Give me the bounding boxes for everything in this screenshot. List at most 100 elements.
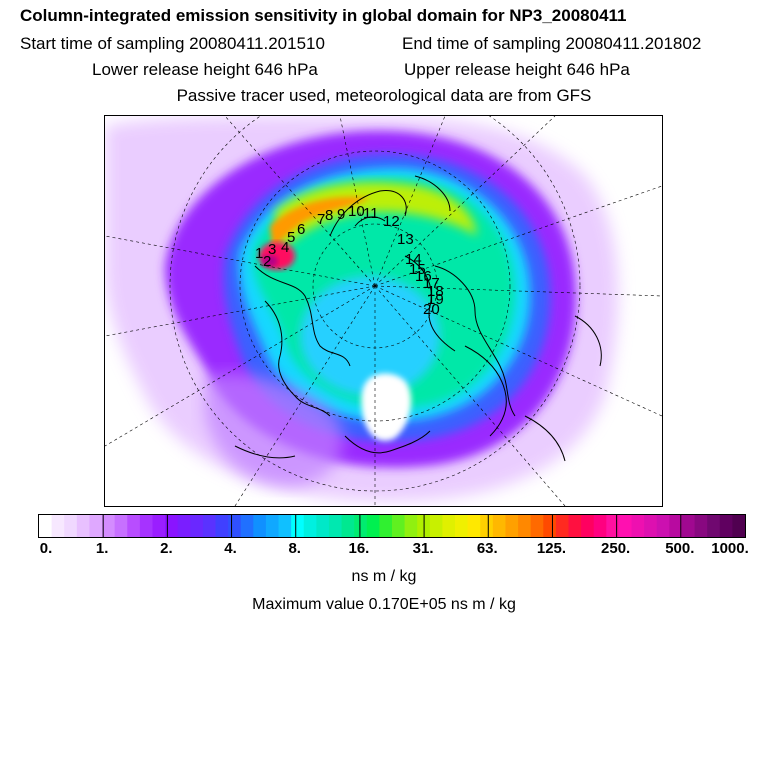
colorbar-swatch <box>518 515 532 537</box>
colorbar-swatch <box>505 515 519 537</box>
colorbar-swatch <box>606 515 620 537</box>
colorbar-swatch <box>719 515 733 537</box>
colorbar-swatch <box>341 515 355 537</box>
sampling-start-time: Start time of sampling 20080411.201510 <box>20 34 325 53</box>
colorbar-swatch <box>492 515 506 537</box>
colorbar-swatch <box>89 515 103 537</box>
trajectory-label: 1 <box>255 245 263 262</box>
colorbar-tick-label: 500. <box>665 540 695 557</box>
colorbar-tick-label: 31. <box>412 540 434 557</box>
colorbar-swatch <box>190 515 204 537</box>
upper-release-height: Upper release height 646 hPa <box>404 60 630 79</box>
colorbar-swatch <box>127 515 141 537</box>
colorbar-swatch <box>165 515 179 537</box>
colorbar-swatch <box>631 515 645 537</box>
colorbar-swatch <box>240 515 254 537</box>
trajectory-label: 6 <box>297 221 305 238</box>
colorbar-swatch <box>379 515 393 537</box>
colorbar-swatch <box>228 515 242 537</box>
trajectory-label: 16 <box>415 268 432 285</box>
colorbar-swatch <box>404 515 418 537</box>
colorbar-swatch <box>455 515 469 537</box>
tracer-note: Passive tracer used, meteorological data… <box>176 86 592 105</box>
trajectory-label: 20 <box>423 301 440 318</box>
graticule <box>105 116 662 506</box>
trajectory-label: 11 <box>363 205 379 222</box>
colorbar-swatch <box>202 515 216 537</box>
colorbar-swatch <box>694 515 708 537</box>
plot-title: Column-integrated emission sensitivity i… <box>20 6 627 25</box>
colorbar-unit: ns m / kg <box>351 568 417 585</box>
sampling-end-time: End time of sampling 20080411.201802 <box>402 34 702 53</box>
trajectory-label: 5 <box>287 229 295 246</box>
colorbar-swatch <box>152 515 166 537</box>
colorbar-swatch <box>669 515 683 537</box>
colorbar-swatch <box>732 515 745 537</box>
colorbar-tick-label: 1000. <box>711 540 749 557</box>
colorbar-swatch <box>177 515 191 537</box>
colorbar-swatch <box>354 515 368 537</box>
colorbar-swatch <box>328 515 343 537</box>
colorbar-swatch <box>392 515 406 537</box>
coastlines <box>234 175 602 462</box>
maximum-value: Maximum value 0.170E+05 ns m / kg <box>252 596 516 613</box>
colorbar-swatch <box>467 515 481 537</box>
trajectory-label: 12 <box>383 213 400 230</box>
trajectory-label: 3 <box>268 241 276 258</box>
trajectory-label: 7 <box>317 211 325 228</box>
colorbar-swatch <box>102 515 116 537</box>
colorbar-swatch <box>530 515 544 537</box>
trajectory-label: 10 <box>348 203 365 220</box>
colorbar-swatch <box>442 515 456 537</box>
colorbar-swatch <box>618 515 633 537</box>
colorbar-swatch <box>681 515 696 537</box>
colorbar-tick-label: 250. <box>601 540 631 557</box>
colorbar-swatch <box>139 515 153 537</box>
colorbar-swatch <box>480 515 494 537</box>
colorbar-tick-label: 16. <box>348 540 370 557</box>
trajectory-label: 13 <box>397 231 414 248</box>
colorbar-tick-label: 1. <box>95 540 109 557</box>
colorbar-swatch <box>429 515 443 537</box>
colorbar-ticks: 0. 1. 2. 4. 8. 16. 31. 63. 125. 250. 500. 1000. <box>0 540 768 560</box>
colorbar-tick-label: 63. <box>476 540 498 557</box>
colorbar-swatch <box>581 515 595 537</box>
lower-release-height: Lower release height 646 hPa <box>92 60 318 79</box>
colorbar-swatch <box>114 515 128 537</box>
trajectory-label: 9 <box>337 206 345 223</box>
sensitivity-field <box>105 116 619 502</box>
colorbar-tick-label: 0. <box>39 540 53 557</box>
trajectory-label: 17 <box>423 275 440 292</box>
colorbar-swatch <box>543 515 557 537</box>
colorbar-swatch <box>366 515 380 537</box>
colorbar-tick-label: 125. <box>536 540 567 557</box>
trajectory-label: 19 <box>427 291 444 308</box>
trajectory-label: 8 <box>325 207 333 224</box>
colorbar-swatch <box>253 515 267 537</box>
colorbar-swatch <box>64 515 78 537</box>
trajectory-label: 18 <box>427 283 444 300</box>
colorbar-tick-label: 2. <box>160 540 173 557</box>
colorbar-swatch <box>278 515 292 537</box>
colorbar-swatch <box>555 515 569 537</box>
trajectory-label: 15 <box>409 261 426 278</box>
colorbar-swatch <box>215 515 229 537</box>
colorbar-swatch <box>656 515 670 537</box>
colorbar-swatch <box>76 515 90 537</box>
colorbar-tick-label: 8. <box>288 540 301 557</box>
colorbar-swatch <box>51 515 65 537</box>
trajectory-label: 14 <box>405 251 422 268</box>
colorbar-swatch <box>265 515 280 537</box>
sensitivity-map: 1 2 3 4 5 6 7 8 9 10 11 12 13 14 15 16 17 18 19 20 <box>104 115 663 507</box>
colorbar-swatch <box>291 515 305 537</box>
trajectory-label: 4 <box>281 239 289 256</box>
colorbar-swatch <box>303 515 317 537</box>
colorbar-swatch <box>316 515 330 537</box>
colorbar-tick-label: 4. <box>224 540 237 557</box>
trajectory-label: 2 <box>263 253 271 270</box>
colorbar <box>38 514 746 538</box>
colorbar-swatch <box>707 515 721 537</box>
colorbar-swatch <box>568 515 582 537</box>
